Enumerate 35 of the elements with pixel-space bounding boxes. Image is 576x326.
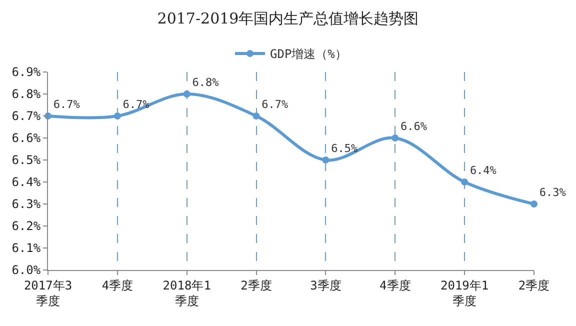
y-tick-label: 6.5% [12,153,42,168]
data-label: 6.8% [192,76,220,89]
y-tick-label: 6.6% [12,131,42,146]
y-tick-label: 6.4% [12,175,42,190]
point [461,178,468,186]
y-tick-label: 6.9% [12,65,42,80]
y-tick-label: 6.7% [12,109,42,124]
data-label: 6.7% [53,98,80,111]
x-tick-label: 2018年1季度 [162,278,211,308]
legend-label: GDP增速（%） [270,47,347,62]
y-tick-label: 6.1% [12,241,42,256]
data-label: 6.5% [331,142,358,155]
point [252,112,260,120]
y-tick-label: 6.2% [12,219,42,234]
x-tick-label: 2季度 [518,278,550,292]
point [530,200,538,208]
x-tick-label: 2019年1季度 [440,278,489,308]
point [183,90,190,98]
point [322,156,330,164]
y-tick-label: 6.0% [12,263,42,278]
data-label: 6.4% [470,164,497,177]
data-label: 6.7% [122,98,150,111]
data-label: 6.7% [262,98,289,111]
point [392,134,399,142]
point [114,112,121,120]
chart-title: 2017-2019年国内生产总值增长趋势图 [157,10,419,28]
y-tick-label: 6.8% [12,87,42,102]
y-tick-label: 6.3% [12,197,42,212]
data-label: 6.3% [539,186,566,199]
x-tick-label: 2017年3季度 [24,278,72,308]
x-tick-label: 2季度 [240,278,272,292]
x-tick-label: 4季度 [380,278,411,292]
data-label: 6.6% [400,120,428,133]
x-tick-label: 4季度 [102,278,134,292]
x-tick-label: 3季度 [310,278,342,292]
